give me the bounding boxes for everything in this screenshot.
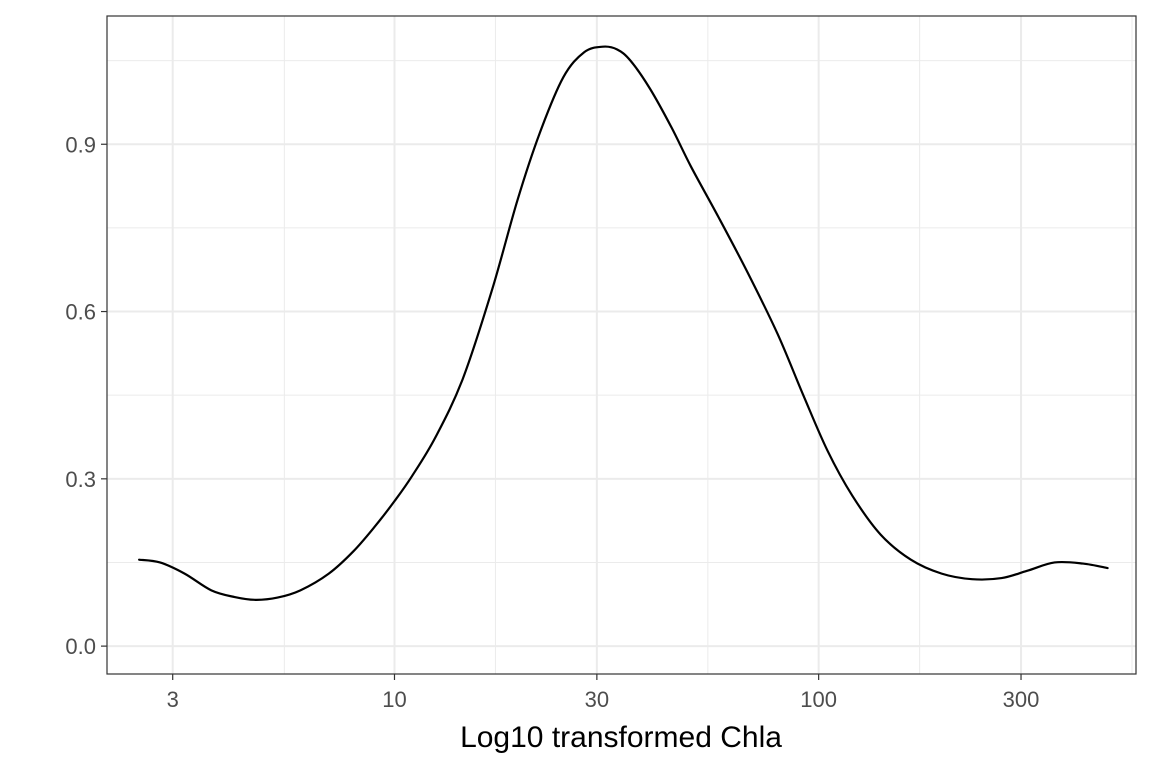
- y-tick-label: 0.9: [65, 132, 96, 157]
- y-tick-label: 0.0: [65, 634, 96, 659]
- x-tick-label: 30: [585, 687, 609, 712]
- x-tick-label: 3: [167, 687, 179, 712]
- x-axis: 3 10 30 100 300: [167, 674, 1040, 712]
- series-layer: [138, 45, 1109, 601]
- density-line-series-0: [138, 45, 1109, 601]
- minor-gridlines: [107, 16, 1136, 674]
- plot-panel-border: [106, 15, 1137, 675]
- x-tick-label: 300: [1003, 687, 1040, 712]
- y-tick-label: 0.6: [65, 300, 96, 325]
- x-tick-label: 100: [800, 687, 837, 712]
- major-gridlines: [107, 16, 1136, 674]
- y-tick-label: 0.3: [65, 467, 96, 492]
- plot-background: [107, 16, 1136, 674]
- x-axis-title: Log10 transformed Chla: [460, 721, 782, 754]
- y-axis: 0.0 0.3 0.6 0.9: [65, 132, 107, 659]
- x-tick-label: 10: [382, 687, 406, 712]
